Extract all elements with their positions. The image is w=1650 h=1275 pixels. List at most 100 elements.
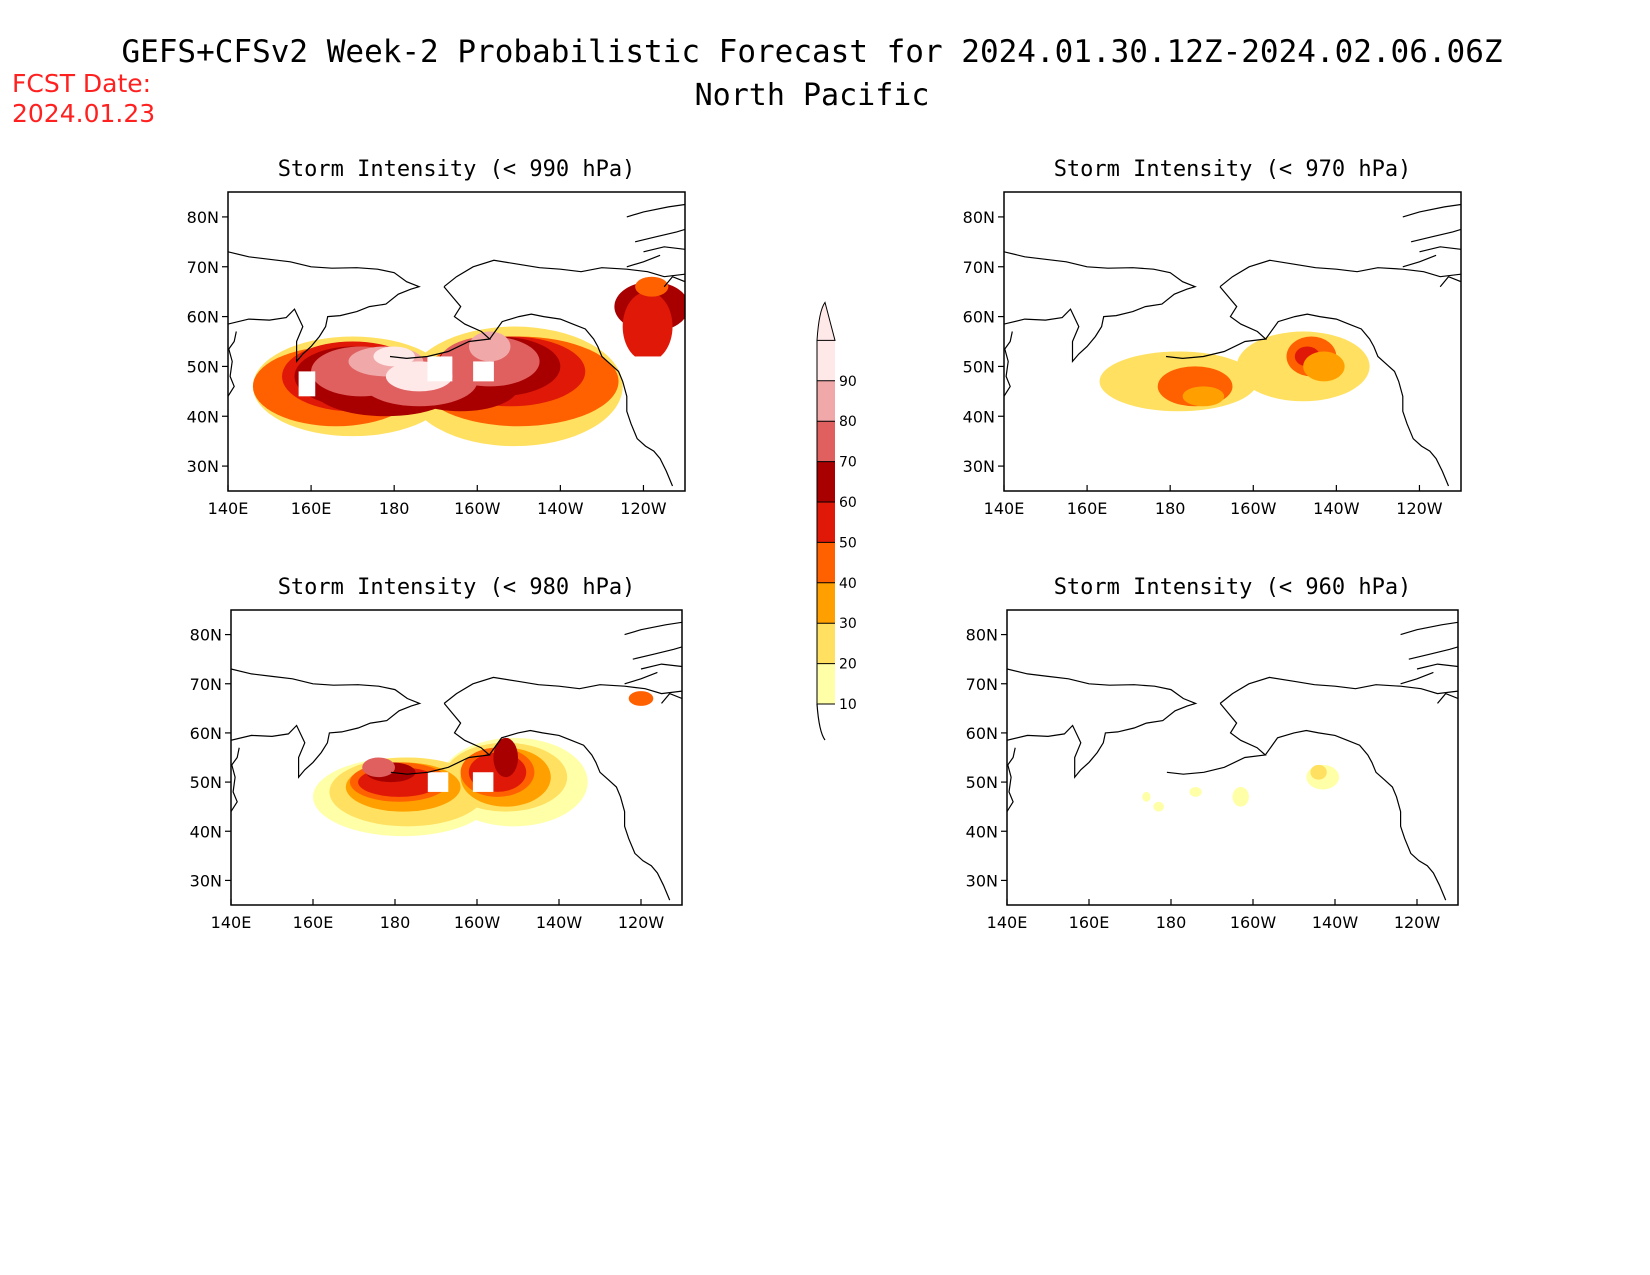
lon-tick-label: 160W bbox=[1230, 913, 1277, 932]
coast-line bbox=[624, 671, 658, 685]
map-panel-980: Storm Intensity (< 980 hPa) 140E 160E 180 16… bbox=[190, 575, 683, 932]
coast-line bbox=[228, 331, 237, 397]
coast-line bbox=[663, 275, 685, 288]
lat-tick-label: 80N bbox=[963, 208, 995, 227]
missing-cell bbox=[298, 371, 316, 397]
probability-contour bbox=[362, 757, 395, 778]
coast-line bbox=[1264, 729, 1447, 901]
lon-tick-label: 160W bbox=[454, 913, 501, 932]
colorbar-label: 60 bbox=[839, 495, 857, 511]
lat-tick-label: 30N bbox=[187, 457, 219, 476]
missing-cell bbox=[427, 772, 449, 792]
probability-contour bbox=[1153, 801, 1165, 812]
colorbar-segment bbox=[817, 582, 835, 624]
coast-line bbox=[1410, 228, 1461, 243]
region-title: North Pacific bbox=[695, 78, 930, 113]
coast-line bbox=[1400, 671, 1434, 685]
colorbar-label: 80 bbox=[839, 414, 857, 430]
coast-line bbox=[626, 203, 685, 218]
forecast-date-value: 2024.01.23 bbox=[12, 99, 155, 128]
probability-field bbox=[1099, 331, 1370, 412]
lon-tick-label: 140E bbox=[984, 499, 1025, 518]
colorbar-segment bbox=[817, 340, 835, 381]
missing-cell bbox=[472, 772, 494, 792]
probability-contour bbox=[493, 737, 518, 778]
main-title: GEFS+CFSv2 Week-2 Probabilistic Forecast… bbox=[121, 34, 1502, 70]
lat-tick-label: 50N bbox=[963, 357, 995, 376]
panel-title: Storm Intensity (< 970 hPa) bbox=[1054, 157, 1412, 182]
coast-line bbox=[1400, 621, 1458, 636]
probability-contour bbox=[1189, 787, 1202, 797]
probability-contour bbox=[622, 291, 673, 362]
coast-line bbox=[1007, 668, 1198, 779]
coast-line bbox=[634, 228, 685, 243]
coast-line bbox=[1416, 663, 1458, 670]
lon-tick-label: 180 bbox=[380, 913, 411, 932]
panel-frame bbox=[230, 609, 683, 906]
coastline bbox=[228, 203, 685, 487]
lon-tick-label: 160W bbox=[454, 499, 501, 518]
lon-tick-label: 160E bbox=[1067, 499, 1108, 518]
coast-line bbox=[1007, 747, 1016, 812]
colorbar-label: 70 bbox=[839, 455, 857, 471]
lat-tick-label: 40N bbox=[966, 822, 998, 841]
probability-field bbox=[1142, 764, 1340, 812]
missing-cell bbox=[635, 356, 661, 382]
colorbar-top-cap bbox=[816, 301, 836, 341]
coast-line bbox=[1219, 676, 1458, 704]
coast-line bbox=[1219, 259, 1461, 288]
probability-field bbox=[313, 691, 654, 837]
colorbar-label: 20 bbox=[839, 657, 857, 673]
map-panel-970: Storm Intensity (< 970 hPa) 140E 160E 180 16… bbox=[963, 157, 1462, 518]
panel-frame bbox=[1003, 191, 1462, 492]
colorbar-bottom-cap bbox=[816, 703, 826, 741]
coast-line bbox=[1166, 703, 1267, 775]
coast-line bbox=[1004, 251, 1197, 364]
probability-contour bbox=[468, 331, 511, 362]
coast-line bbox=[1419, 246, 1461, 253]
lon-tick-label: 120W bbox=[618, 913, 665, 932]
coast-line bbox=[228, 251, 421, 364]
coast-line bbox=[488, 729, 671, 901]
colorbar-segment bbox=[817, 623, 835, 664]
colorbar-label: 40 bbox=[839, 576, 857, 592]
coast-line bbox=[632, 646, 682, 660]
coastline bbox=[1007, 621, 1458, 901]
coast-line bbox=[443, 676, 682, 704]
coast-line bbox=[1408, 646, 1458, 660]
probability-contour bbox=[628, 691, 654, 706]
colorbar-segment bbox=[817, 380, 835, 422]
lon-tick-label: 160E bbox=[1069, 913, 1110, 932]
coast-line bbox=[389, 286, 492, 360]
panel-title: Storm Intensity (< 960 hPa) bbox=[1054, 575, 1412, 600]
lat-tick-label: 40N bbox=[190, 822, 222, 841]
forecast-date-label: FCST Date: bbox=[12, 69, 151, 98]
lat-tick-label: 80N bbox=[966, 626, 998, 645]
lat-tick-label: 50N bbox=[190, 773, 222, 792]
colorbar-segment bbox=[817, 421, 835, 462]
lat-tick-label: 70N bbox=[190, 675, 222, 694]
panel-title: Storm Intensity (< 980 hPa) bbox=[278, 575, 636, 600]
coastline bbox=[1004, 203, 1461, 487]
colorbar-label: 90 bbox=[839, 374, 857, 390]
coast-line bbox=[1004, 331, 1013, 397]
panels-layer: Storm Intensity (< 990 hPa) 140E 160E 180 16… bbox=[187, 157, 1462, 932]
lat-tick-label: 80N bbox=[190, 626, 222, 645]
lon-tick-label: 140E bbox=[987, 913, 1028, 932]
coast-line bbox=[1265, 313, 1450, 487]
coast-line bbox=[231, 668, 422, 779]
lon-tick-label: 140E bbox=[211, 913, 252, 932]
lat-tick-label: 60N bbox=[966, 724, 998, 743]
missing-cell bbox=[427, 356, 453, 382]
lat-tick-label: 30N bbox=[190, 871, 222, 890]
lon-tick-label: 160W bbox=[1230, 499, 1277, 518]
lon-tick-label: 140W bbox=[1312, 913, 1359, 932]
lon-tick-label: 180 bbox=[1155, 499, 1186, 518]
lat-tick-label: 70N bbox=[187, 258, 219, 277]
lon-tick-label: 180 bbox=[379, 499, 410, 518]
probability-contour bbox=[1310, 764, 1327, 780]
coast-line bbox=[624, 621, 682, 636]
lat-tick-label: 50N bbox=[966, 773, 998, 792]
coast-line bbox=[643, 246, 685, 253]
